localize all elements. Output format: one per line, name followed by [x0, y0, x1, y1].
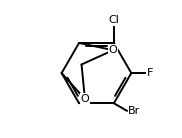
Text: O: O — [81, 94, 89, 104]
Text: O: O — [109, 45, 118, 55]
Text: F: F — [147, 68, 153, 78]
Text: Br: Br — [128, 106, 140, 116]
Text: Cl: Cl — [108, 15, 119, 25]
